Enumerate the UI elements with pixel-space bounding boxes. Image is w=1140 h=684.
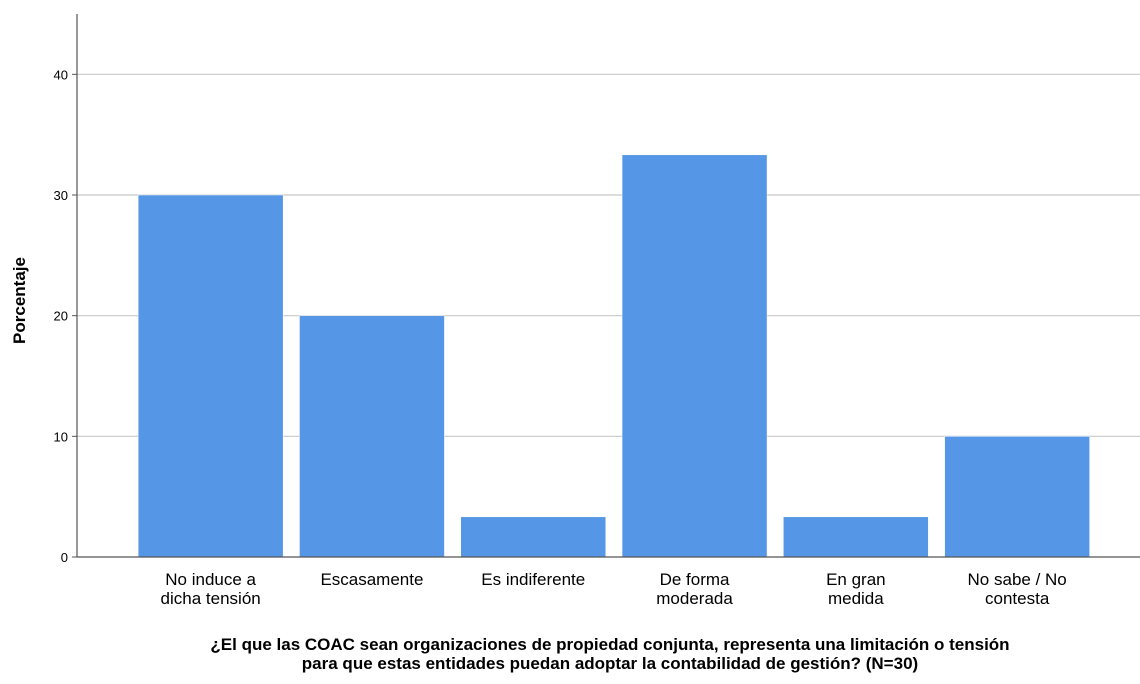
bar — [460, 516, 606, 558]
x-axis-title: ¿El que las COAC sean organizaciones de … — [210, 635, 1009, 673]
y-tick-label: 40 — [54, 67, 68, 82]
axis-layer — [72, 14, 1140, 558]
category-label: De forma moderada — [656, 570, 733, 608]
y-tick-label: 10 — [54, 429, 68, 444]
category-label-line: En gran — [826, 570, 886, 589]
category-label-line: contesta — [985, 589, 1050, 608]
category-label: No induce a dicha tensión — [161, 570, 261, 608]
category-label-line: Escasamente — [320, 570, 423, 589]
y-tick-label: 0 — [61, 550, 68, 565]
x-axis-title-line: ¿El que las COAC sean organizaciones de … — [210, 635, 1009, 654]
category-label-line: De forma — [660, 570, 730, 589]
bar — [137, 194, 284, 558]
x-axis-title-line: para que estas entidades puedan adoptar … — [302, 654, 918, 673]
bar — [783, 516, 929, 558]
category-label-line: No sabe / No — [968, 570, 1067, 589]
category-label-line: dicha tensión — [161, 589, 261, 608]
bar — [944, 436, 1090, 558]
category-label-line: No induce a — [165, 570, 256, 589]
category-label: Es indiferente — [481, 570, 585, 589]
y-tick-label: 30 — [54, 188, 68, 203]
y-tick-label: 20 — [54, 309, 68, 324]
category-label-line: medida — [828, 589, 884, 608]
category-label-line: Es indiferente — [481, 570, 585, 589]
category-label: Escasamente — [320, 570, 423, 589]
category-label: En gran medida — [826, 570, 886, 608]
category-label: No sabe / No contesta — [968, 570, 1067, 608]
category-label-line: moderada — [656, 589, 733, 608]
bar-layer — [137, 154, 1090, 558]
bar — [621, 154, 768, 558]
label-layer: 0 10 20 30 40 No induce a dicha tensión Escasam… — [10, 67, 1067, 673]
y-axis-title: Porcentaje — [10, 257, 29, 344]
bar — [299, 315, 445, 558]
